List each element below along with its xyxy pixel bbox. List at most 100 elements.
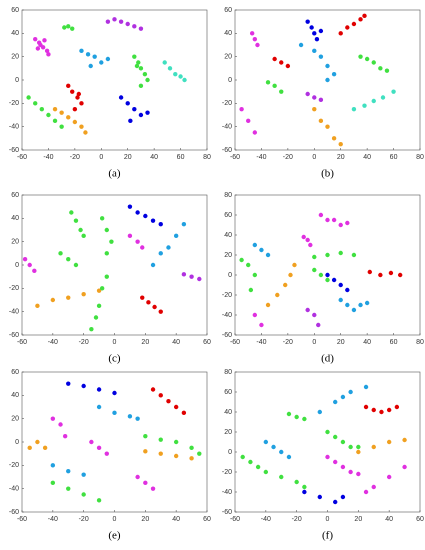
point <box>79 101 84 106</box>
point <box>338 297 343 303</box>
point <box>96 303 102 309</box>
y-tick-label: 40 <box>11 30 19 37</box>
point <box>104 251 109 256</box>
point <box>265 252 271 258</box>
y-tick-label: 0 <box>15 262 19 269</box>
x-tick-label: 20 <box>124 154 132 161</box>
point <box>197 276 202 282</box>
panel: -60 -40 -20 0 20 40 60 80 -60 -40 -20 0 20 40 60 80 (d) <box>222 192 424 365</box>
point <box>397 272 403 278</box>
point <box>125 101 130 106</box>
point <box>246 262 251 268</box>
panel-label: (f) <box>322 530 333 542</box>
point <box>52 106 58 112</box>
point <box>105 56 111 62</box>
point <box>386 474 392 480</box>
point <box>66 83 71 89</box>
point <box>348 469 353 475</box>
point <box>70 26 75 31</box>
point <box>62 25 67 30</box>
point <box>248 287 254 293</box>
y-tick-label: 0 <box>15 439 19 446</box>
point <box>358 54 363 59</box>
x-tick-label: 0 <box>99 154 103 161</box>
point <box>351 106 357 112</box>
point <box>379 409 384 415</box>
point <box>158 251 163 256</box>
panel-label: (b) <box>321 168 334 180</box>
point <box>298 42 304 48</box>
y-tick-label: 20 <box>224 54 232 61</box>
point <box>143 449 148 454</box>
point <box>66 24 71 29</box>
x-tick-label: 0 <box>326 516 330 523</box>
point <box>351 252 357 258</box>
point <box>265 80 271 85</box>
point <box>345 302 350 308</box>
y-tick-label: -20 <box>222 292 232 299</box>
point <box>305 91 310 97</box>
point <box>118 95 124 100</box>
point <box>302 416 307 422</box>
x-tick-label: -40 <box>256 339 266 346</box>
point <box>271 444 276 450</box>
x-tick-label: -20 <box>283 339 293 346</box>
point <box>348 444 353 450</box>
point <box>333 459 338 465</box>
point <box>301 234 306 240</box>
y-tick-label: 0 <box>228 77 232 84</box>
point <box>351 21 357 27</box>
point <box>345 287 350 293</box>
x-tick-label: -60 <box>230 154 240 161</box>
y-tick-label: 40 <box>224 409 232 416</box>
point <box>371 407 376 413</box>
point <box>312 95 317 100</box>
point <box>386 439 392 445</box>
point <box>325 63 330 69</box>
point <box>158 437 163 442</box>
point <box>72 106 78 112</box>
point <box>66 256 71 262</box>
point <box>104 451 109 456</box>
point <box>66 381 71 386</box>
x-tick-label: -60 <box>17 516 27 523</box>
point <box>76 91 82 97</box>
x-tick-label: 0 <box>113 516 117 523</box>
x-tick-label: 40 <box>363 154 371 161</box>
plot-frame <box>234 194 421 336</box>
point <box>388 270 394 276</box>
point <box>272 83 277 89</box>
y-tick-label: 20 <box>11 239 19 246</box>
point <box>371 444 376 450</box>
point <box>73 262 79 268</box>
point <box>252 242 258 248</box>
point <box>325 454 330 460</box>
point <box>66 115 71 120</box>
point <box>286 411 292 417</box>
point <box>66 486 71 491</box>
y-tick-label: 40 <box>224 232 232 239</box>
y-tick-label: 0 <box>228 272 232 279</box>
point <box>252 272 258 278</box>
point <box>305 307 310 313</box>
point <box>358 302 363 308</box>
point <box>340 464 346 470</box>
point <box>81 233 86 239</box>
point <box>135 474 140 480</box>
panel-label: (a) <box>108 168 121 180</box>
point <box>351 307 357 313</box>
point <box>59 110 64 115</box>
point <box>325 277 330 283</box>
point <box>275 292 280 298</box>
point <box>62 433 68 439</box>
x-tick-label: 20 <box>337 154 345 161</box>
point <box>402 437 407 443</box>
point <box>173 71 178 77</box>
point <box>125 21 130 27</box>
point <box>363 489 369 495</box>
point <box>50 480 56 486</box>
point <box>294 414 299 420</box>
point <box>292 262 297 268</box>
point <box>333 434 338 440</box>
